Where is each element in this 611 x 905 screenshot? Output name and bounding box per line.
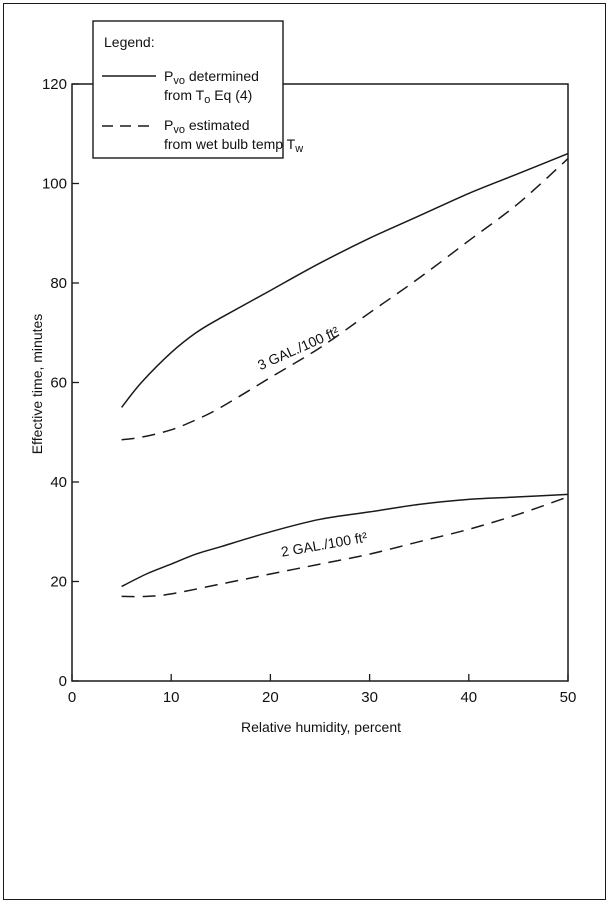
series-line-dashed-2gal <box>121 496 569 598</box>
curve-label-3gal: 3 GAL./100 ft² <box>255 323 341 373</box>
y-tick-label: 100 <box>42 176 67 193</box>
y-tick-label: 40 <box>50 474 67 491</box>
y-tick-label: 20 <box>50 574 67 591</box>
chart: 0 10 20 30 40 50 0 20 40 60 80 100 120 3 GAL./100 ft… <box>29 20 576 735</box>
legend-entry-solid-line1: Pvo determined <box>164 68 259 87</box>
x-axis-label: Relative humidity, percent <box>241 719 401 735</box>
legend-entry-dashed-line1: Pvo estimated <box>164 117 250 136</box>
x-tick-label: 40 <box>460 689 477 706</box>
x-tick-label: 30 <box>361 689 378 706</box>
curve-label-2gal: 2 GAL./100 ft² <box>280 529 369 560</box>
legend-box <box>92 20 284 159</box>
y-tick-label: 0 <box>59 673 67 690</box>
y-tick-label: 60 <box>50 375 67 392</box>
series-line-solid-3gal <box>121 152 569 408</box>
y-axis-label: Effective time, minutes <box>29 314 45 455</box>
x-tick-label: 20 <box>262 689 279 706</box>
legend: Legend: Pvo determined from To Eq (4) Pv… <box>92 20 303 159</box>
y-tick-label: 80 <box>50 275 67 292</box>
series-line-dashed-3gal <box>121 158 569 441</box>
figure-frame: 0 10 20 30 40 50 0 20 40 60 80 100 120 3 GAL./100 ft… <box>3 3 606 900</box>
x-tick-label: 0 <box>68 689 76 706</box>
series-line-solid-2gal <box>121 493 569 588</box>
legend-entry-dashed-line2: from wet bulb temp Tw <box>164 136 303 155</box>
axis-ticks: 0 10 20 30 40 50 0 20 40 60 80 100 120 <box>42 76 576 706</box>
legend-title: Legend: <box>104 34 155 50</box>
plot-border <box>71 83 569 682</box>
x-tick-label: 50 <box>560 689 577 706</box>
x-tick-label: 10 <box>163 689 180 706</box>
plot-area <box>71 83 569 682</box>
legend-entry-solid-line2: from To Eq (4) <box>164 87 252 106</box>
series-layer <box>121 152 569 598</box>
y-tick-label: 120 <box>42 76 67 93</box>
curve-labels: 3 GAL./100 ft² 2 GAL./100 ft² <box>255 323 369 560</box>
